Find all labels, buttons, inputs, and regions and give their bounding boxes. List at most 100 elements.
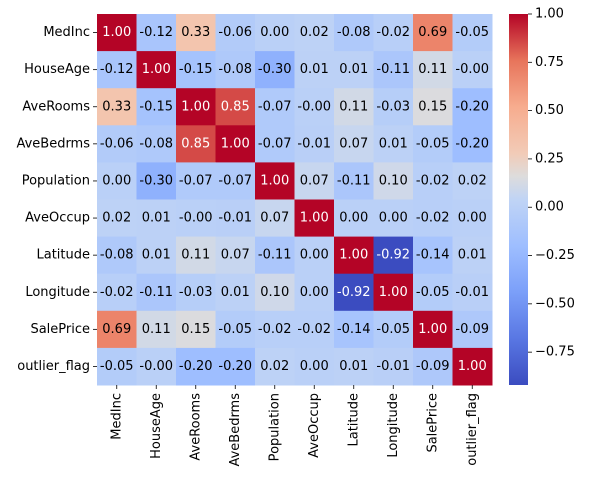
cell-value-label: -0.00: [179, 211, 213, 226]
x-tick-label: MedInc: [109, 393, 124, 440]
cell-value-label: -0.01: [376, 359, 410, 374]
heatmap-cell: [136, 125, 177, 163]
cell-value-label: 0.01: [458, 248, 487, 263]
heatmap-cell: [255, 162, 295, 200]
heatmap-cell: [413, 51, 453, 89]
heatmap-cell: [413, 347, 453, 386]
heatmap-cell: [215, 51, 256, 89]
colorbar-gradient: [509, 14, 528, 385]
heatmap-cell: [176, 162, 216, 200]
heatmap-cell: [255, 51, 295, 89]
heatmap-cell: [176, 14, 216, 52]
colorbar-tick-label: 0.00: [535, 200, 564, 215]
cell-value-label: -0.20: [218, 359, 252, 374]
heatmap-cell: [97, 273, 137, 312]
cell-value-label: 0.01: [221, 285, 250, 300]
cell-value-label: 0.00: [260, 25, 289, 40]
cell-value-label: -0.11: [337, 173, 371, 188]
heatmap-cell: [413, 88, 453, 126]
heatmap-cell: [215, 273, 256, 312]
cell-value-label: 0.11: [142, 322, 171, 337]
cell-value-label: -0.02: [416, 211, 450, 226]
heatmap-cell: [334, 310, 374, 349]
x-tick-label: Latitude: [346, 393, 361, 447]
cell-value-label: 1.00: [300, 211, 329, 226]
cell-value-label: -0.05: [416, 285, 450, 300]
heatmap-cell: [215, 199, 256, 238]
heatmap-cell: [294, 236, 335, 275]
cell-value-label: -0.12: [139, 25, 173, 40]
y-tick-label: AveRooms: [22, 99, 90, 114]
cell-value-label: 0.07: [221, 248, 250, 263]
heatmap-cell: [215, 162, 256, 200]
cell-value-label: -0.08: [100, 248, 134, 263]
cell-value-label: 0.10: [379, 173, 408, 188]
cell-value-label: 0.02: [300, 25, 329, 40]
heatmap-cell: [215, 347, 256, 386]
heatmap-cell: [413, 273, 453, 312]
cell-value-label: -0.02: [297, 322, 331, 337]
heatmap-cell: [294, 51, 335, 89]
cell-value-label: -0.15: [179, 62, 213, 77]
colorbar-tick-label: 0.75: [535, 55, 564, 70]
cell-value-label: 1.00: [260, 173, 289, 188]
heatmap-cell: [294, 14, 335, 52]
cell-value-label: 1.00: [339, 248, 368, 263]
heatmap-cell: [334, 162, 374, 200]
cell-value-label: 0.01: [339, 359, 368, 374]
cell-value-label: -0.20: [179, 359, 213, 374]
cell-value-label: -0.92: [337, 285, 371, 300]
heatmap-cell: [97, 310, 137, 349]
heatmap-cell: [97, 162, 137, 200]
y-tick-label: MedInc: [43, 25, 90, 40]
cell-value-label: 0.85: [181, 136, 210, 151]
colorbar-tick-label: 0.50: [535, 103, 564, 118]
colorbar-tick-label: 0.25: [535, 151, 564, 166]
heatmap-cells: [97, 14, 493, 386]
cell-value-label: 0.02: [102, 211, 131, 226]
heatmap-cell: [373, 88, 414, 126]
cell-value-label: 0.07: [300, 173, 329, 188]
cell-value-label: -0.00: [297, 99, 331, 114]
heatmap-cell: [373, 199, 414, 238]
heatmap-cell: [136, 310, 177, 349]
cell-value-label: 0.01: [142, 211, 171, 226]
cell-value-label: 0.00: [102, 173, 131, 188]
cell-value-label: -0.07: [258, 136, 292, 151]
heatmap-cell: [373, 14, 414, 52]
heatmap-cell: [294, 347, 335, 386]
x-axis: MedInc HouseAge AveRooms AveBedrms Populatio…: [109, 385, 480, 467]
cell-value-label: -0.14: [416, 248, 450, 263]
heatmap-cell: [373, 236, 414, 275]
cell-value-label: 0.00: [379, 211, 408, 226]
cell-value-label: -0.20: [455, 136, 489, 151]
heatmap-cell: [136, 14, 177, 52]
heatmap-cell: [452, 125, 493, 163]
heatmap-cell: [334, 236, 374, 275]
heatmap-cell: [334, 347, 374, 386]
heatmap-cell: [255, 14, 295, 52]
cell-value-label: 0.00: [300, 248, 329, 263]
y-tick-label: outlier_flag: [17, 359, 90, 374]
x-tick-label: AveOccup: [307, 393, 322, 458]
heatmap-cell: [413, 199, 453, 238]
heatmap-cell: [97, 51, 137, 89]
y-tick-label: AveBedrms: [16, 136, 90, 151]
heatmap-cell: [176, 125, 216, 163]
cell-value-label: -0.02: [416, 173, 450, 188]
x-tick-label: HouseAge: [149, 393, 164, 459]
heatmap-cell: [97, 199, 137, 238]
cell-value-label: 0.11: [418, 62, 447, 77]
cell-value-label: -0.20: [455, 99, 489, 114]
cell-value-label: -0.05: [455, 25, 489, 40]
cell-value-label: -0.14: [337, 322, 371, 337]
heatmap-cell: [452, 347, 493, 386]
heatmap-cell: [97, 125, 137, 163]
colorbar-tick-label: −0.75: [535, 345, 575, 360]
cell-value-label: -0.03: [376, 99, 410, 114]
x-tick-label: Population: [267, 393, 282, 461]
cell-value-label: 0.15: [181, 322, 210, 337]
heatmap-cell: [97, 236, 137, 275]
cell-value-label: 0.11: [339, 99, 368, 114]
heatmap-cell: [452, 14, 493, 52]
